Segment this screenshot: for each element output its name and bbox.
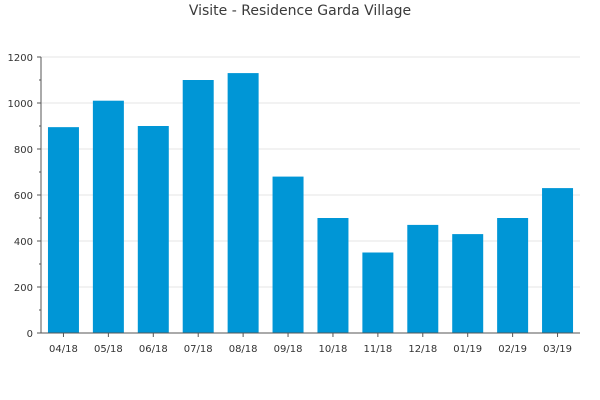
bar [317,218,349,333]
y-tick-label: 800 [14,145,33,156]
bar [182,80,214,333]
x-tick-label: 10/18 [319,344,348,355]
bar [452,234,484,333]
x-tick-label: 05/18 [94,344,123,355]
x-tick-label: 08/18 [229,344,258,355]
bar [407,224,439,333]
grid-lines [41,56,580,288]
y-tick-label: 1200 [8,53,33,64]
x-tick-label: 11/18 [363,344,392,355]
bar [497,218,529,333]
x-tick-label: 06/18 [139,344,168,355]
bar [542,188,574,333]
bar [272,176,304,333]
y-tick-label: 400 [14,237,33,248]
bars [47,73,574,334]
bar [47,127,79,334]
y-tick-label: 200 [14,283,33,294]
x-tick-label: 07/18 [184,344,213,355]
bar [362,252,394,333]
bar [227,73,259,333]
chart-title: Visite - Residence Garda Village [188,3,412,19]
x-tick-label: 01/19 [453,344,482,355]
bar [92,100,124,333]
x-tick-label: 12/18 [408,344,437,355]
y-tick-labels: 0 200 400 600 800 1000 1200 [8,53,33,340]
bar [137,126,169,333]
y-tick-label: 600 [14,191,33,202]
axes [37,56,580,337]
x-tick-labels: 04/18 05/18 06/18 07/18 08/18 09/18 10/18 11/18… [49,344,572,355]
y-tick-label: 0 [27,329,33,340]
y-tick-label: 1000 [8,99,33,110]
x-tick-label: 09/18 [274,344,303,355]
x-tick-label: 02/19 [498,344,527,355]
x-tick-label: 04/18 [49,344,78,355]
x-tick-label: 03/19 [543,344,572,355]
